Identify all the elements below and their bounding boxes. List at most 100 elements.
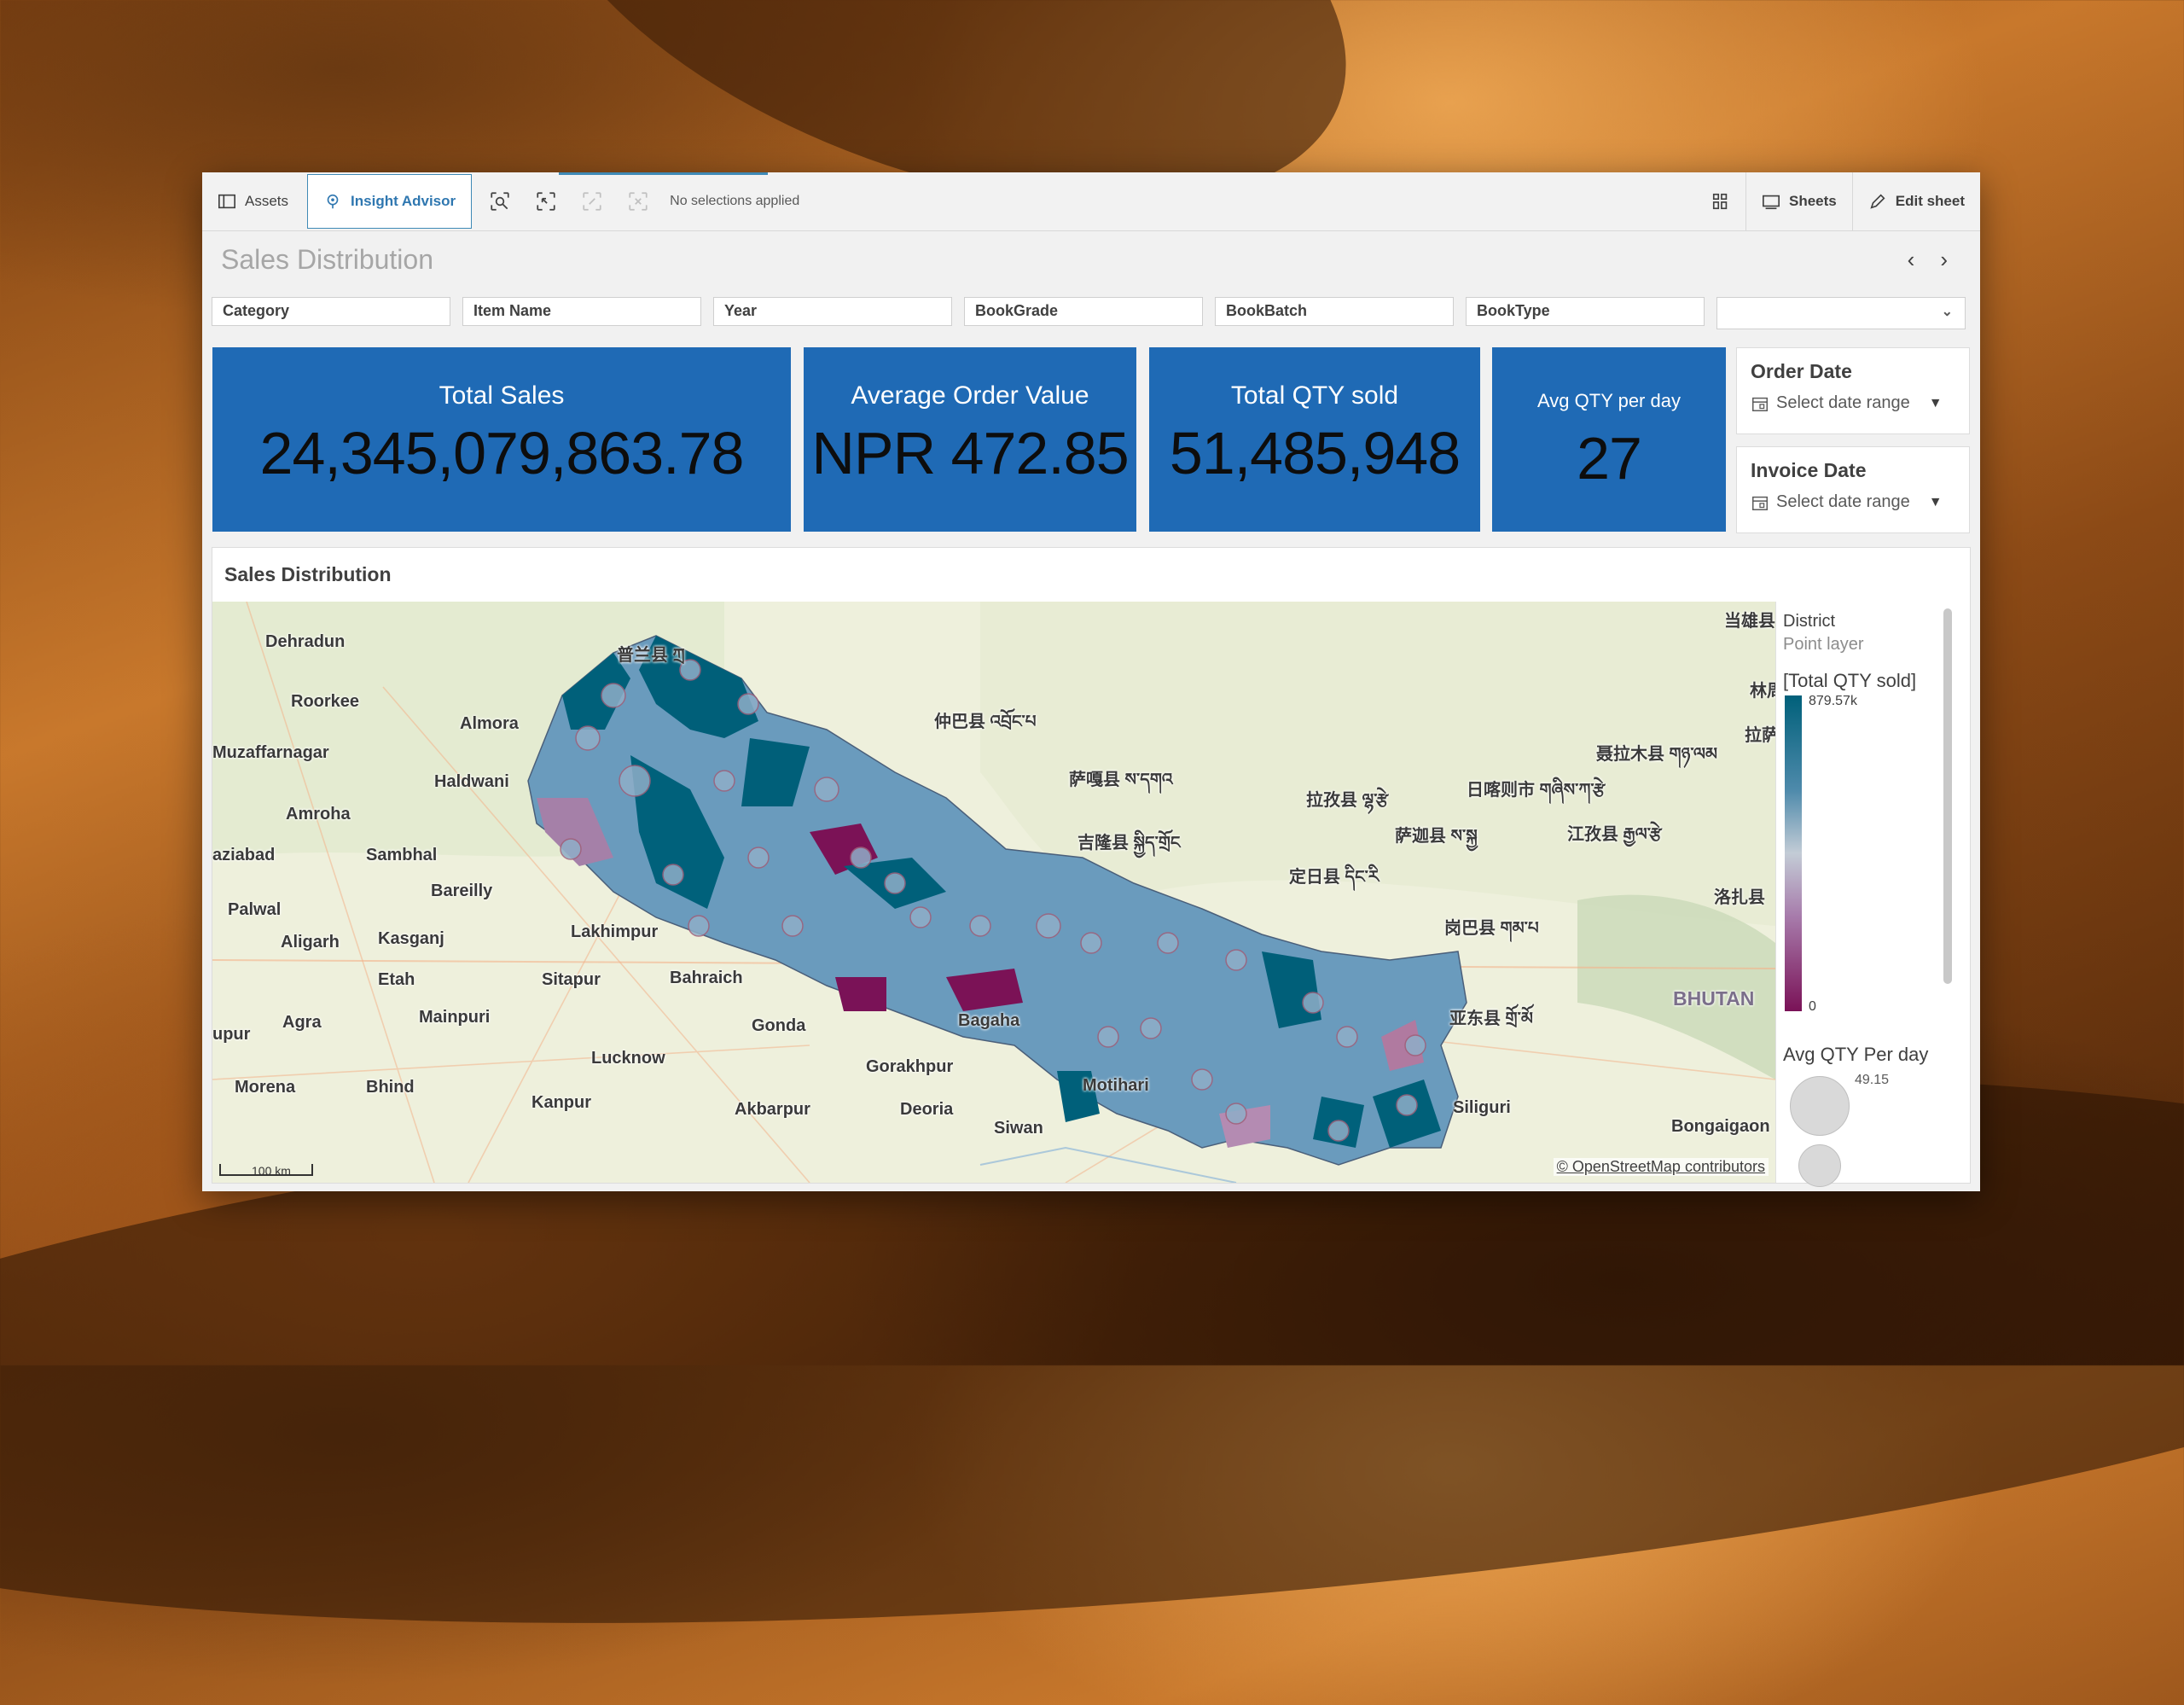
grid-icon <box>1712 193 1728 210</box>
panel-icon <box>218 194 235 209</box>
assets-label: Assets <box>245 193 289 209</box>
map-label: Siwan <box>994 1119 1043 1138</box>
map-label: Morena <box>235 1078 296 1097</box>
invoice-date-filter[interactable]: Invoice Date Select date range ▼ <box>1736 446 1970 533</box>
map-label: Sambhal <box>366 846 438 864</box>
map-title: Sales Distribution <box>224 563 392 585</box>
filter-category[interactable]: Category <box>212 297 450 326</box>
map-label: 林周 <box>1750 682 1775 701</box>
clear-selections-button[interactable] <box>615 172 661 230</box>
edit-sheet-button[interactable]: Edit sheet <box>1851 172 1980 230</box>
toolbar-right: Sheets Edit sheet <box>1696 172 1980 230</box>
map-label: BHUTAN <box>1673 987 1755 1010</box>
filter-booktype[interactable]: BookType <box>1466 297 1705 326</box>
map-label: Etah <box>378 970 415 989</box>
invoice-date-range[interactable]: Select date range ▼ <box>1751 492 1955 512</box>
map-label: upur <box>212 1025 251 1044</box>
map-label: 当雄县 <box>1724 612 1775 631</box>
pencil-icon <box>1870 194 1885 209</box>
sheet-header: Sales Distribution ‹ › <box>202 231 1980 288</box>
map-label: Bareilly <box>431 882 493 900</box>
smart-search-button[interactable] <box>477 172 523 230</box>
map-label: Gonda <box>752 1016 806 1035</box>
lasso-select-button[interactable] <box>523 172 569 230</box>
legend-color-max: 879.57k <box>1809 694 1857 708</box>
insight-advisor-button[interactable]: Insight Advisor <box>307 174 473 229</box>
map-canvas[interactable]: Dehradun 普兰县 ཀྲ Roorkee Almora Muzaffarn… <box>212 602 1775 1183</box>
selection-status: No selections applied <box>670 194 800 208</box>
map-label: Dehradun <box>265 632 346 651</box>
previous-sheet-icon[interactable]: ‹ <box>1907 246 1915 272</box>
map-label: Mainpuri <box>419 1008 491 1027</box>
edit-sheet-label: Edit sheet <box>1895 193 1965 209</box>
caret-down-icon: ▼ <box>1928 395 1943 410</box>
calendar-icon <box>1752 397 1768 411</box>
legend-size-max: 49.15 <box>1855 1073 1890 1087</box>
map-label: Gorakhpur <box>866 1057 954 1076</box>
kpi-average-order-value[interactable]: Average Order Value NPR 472.85 <box>804 347 1136 532</box>
map-label: 洛扎县 <box>1714 888 1765 907</box>
map-label: 亚东县 གྲོ་མོ <box>1449 1010 1533 1028</box>
assets-button[interactable]: Assets <box>202 172 304 230</box>
order-date-title: Order Date <box>1751 360 1852 382</box>
order-date-placeholder: Select date range <box>1776 393 1910 412</box>
kpi-value: 27 <box>1577 425 1642 492</box>
step-forward-button[interactable] <box>569 172 615 230</box>
insight-label: Insight Advisor <box>351 193 456 209</box>
map-label: Haldwani <box>434 772 509 791</box>
map-label: 普兰县 ཀྲ <box>617 646 685 665</box>
legend-size-large <box>1790 1076 1850 1136</box>
filter-bookbatch[interactable]: BookBatch <box>1215 297 1454 326</box>
legend-size-measure: Avg QTY Per day <box>1783 1044 1929 1065</box>
kpi-total-sales[interactable]: Total Sales 24,345,079,863.78 <box>212 347 791 532</box>
filter-pane: Category Item Name Year BookGrade BookBa… <box>212 297 1966 329</box>
legend-layer-title: District <box>1783 612 1836 631</box>
filter-item-name[interactable]: Item Name <box>462 297 701 326</box>
map-label: Motihari <box>1083 1076 1149 1095</box>
map-label: Siliguri <box>1453 1098 1511 1117</box>
next-sheet-icon[interactable]: › <box>1940 246 1948 272</box>
app-window: Assets Insight Advisor No selections app… <box>202 172 1980 1191</box>
kpi-value: NPR 472.85 <box>811 420 1129 486</box>
calendar-icon <box>1752 496 1768 510</box>
filter-bookgrade[interactable]: BookGrade <box>964 297 1203 326</box>
map-label: 萨迦县 ས་སྐྱ <box>1395 827 1478 846</box>
map-label: Aligarh <box>281 933 340 951</box>
order-date-filter[interactable]: Order Date Select date range ▼ <box>1736 347 1970 434</box>
attribution-link[interactable]: © OpenStreetMap contributors <box>1556 1158 1765 1175</box>
map-attribution[interactable]: © OpenStreetMap contributors <box>1553 1158 1769 1176</box>
map-label: 定日县 དིང་རི <box>1289 868 1380 887</box>
map-label: 仲巴县 འབྲོང་པ <box>934 713 1037 731</box>
sheets-icon <box>1763 195 1780 210</box>
map-label: Muzaffarnagar <box>212 743 329 762</box>
sheets-button[interactable]: Sheets <box>1745 172 1852 230</box>
legend-layer-subtitle: Point layer <box>1783 635 1864 654</box>
map-legend: District Point layer [Total QTY sold] 87… <box>1775 602 1955 1187</box>
order-date-range[interactable]: Select date range ▼ <box>1751 393 1955 413</box>
sheet-nav: ‹ › <box>1908 247 1948 273</box>
kpi-label: Avg QTY per day <box>1537 390 1681 411</box>
smart-search-icon <box>491 192 509 211</box>
lasso-select-icon <box>537 192 555 211</box>
map-label: Agra <box>282 1013 322 1032</box>
grid-button[interactable] <box>1696 172 1745 230</box>
map-label: Almora <box>460 714 519 733</box>
map-label: Sitapur <box>542 970 601 989</box>
map-label: 聂拉木县 གཉ་ལམ <box>1596 745 1718 764</box>
map-label: Amroha <box>286 805 351 823</box>
map-scale: 100 km <box>219 1164 313 1178</box>
kpi-label: Total QTY sold <box>1230 381 1399 410</box>
map-label: 萨嘎县 ས་དགའ <box>1069 771 1173 789</box>
map-label: 吉隆县 སྐྱིད་གྲོང <box>1077 834 1181 852</box>
kpi-total-qty-sold[interactable]: Total QTY sold 51,485,948 <box>1149 347 1480 532</box>
filter-dropdown[interactable]: ⌄ <box>1716 297 1966 329</box>
sheet-title: Sales Distribution <box>221 243 433 275</box>
legend-scrollbar[interactable] <box>1943 608 1952 984</box>
map-label: 日喀则市 གཞིས་ཀ་རྩེ <box>1467 781 1606 800</box>
map-label: Bhind <box>366 1078 415 1097</box>
kpi-avg-qty-per-day[interactable]: Avg QTY per day 27 <box>1492 347 1726 532</box>
filter-year[interactable]: Year <box>713 297 952 326</box>
invoice-date-title: Invoice Date <box>1751 459 1867 481</box>
toolbar: Assets Insight Advisor No selections app… <box>202 172 1980 231</box>
legend-size-small <box>1798 1144 1841 1187</box>
